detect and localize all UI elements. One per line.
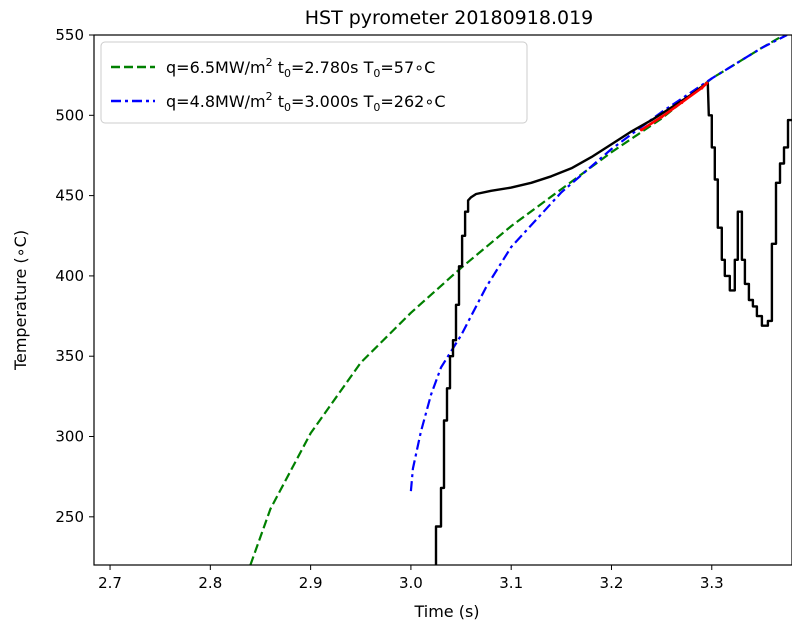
y-tick-label: 500 (55, 106, 84, 124)
legend-frame (100, 41, 528, 124)
x-tick-label: 2.9 (299, 574, 323, 592)
legend-entry-0: q=6.5MW/m2 t0=2.780s T0=57∘C (166, 56, 435, 80)
fit-point-0 (639, 128, 644, 132)
y-tick-label: 400 (55, 267, 84, 285)
series-line-2 (434, 82, 792, 565)
fit-point-4 (705, 81, 709, 85)
chart-title: HST pyrometer 20180918.019 (305, 7, 594, 29)
y-tick-label: 450 (55, 187, 84, 205)
series-line-1 (409, 35, 788, 492)
y-tick-label: 550 (55, 26, 84, 44)
x-tick-label: 3.1 (499, 574, 523, 592)
plot-frame (93, 34, 792, 566)
fit-point-1 (660, 115, 664, 119)
series-layer (249, 35, 792, 565)
series-line-3 (640, 82, 708, 131)
x-axis: 2.7 2.8 2.9 3.0 3.1 3.2 3.3 (98, 565, 724, 592)
x-axis-title: Time (s) (413, 602, 479, 621)
x-tick-label: 2.7 (98, 574, 122, 592)
y-axis-title: Temperature (∘C) (11, 230, 30, 371)
fit-point-3 (700, 86, 704, 90)
plot-area (93, 34, 792, 566)
legend: q=6.5MW/m2 t0=2.780s T0=57∘C q=4.8MW/m2 t… (100, 41, 528, 124)
x-tick-label: 3.2 (600, 574, 624, 592)
y-tick-label: 300 (55, 428, 84, 446)
x-tick-label: 3.3 (700, 574, 724, 592)
y-tick-label: 350 (55, 347, 84, 365)
legend-entry-1: q=4.8MW/m2 t0=3.000s T0=262∘C (166, 90, 446, 114)
y-axis: 250 300 350 400 450 500 550 (55, 26, 94, 526)
x-tick-label: 2.8 (198, 574, 222, 592)
y-tick-label: 250 (55, 508, 84, 526)
fit-point-2 (680, 100, 684, 105)
x-tick-label: 3.0 (399, 574, 423, 592)
